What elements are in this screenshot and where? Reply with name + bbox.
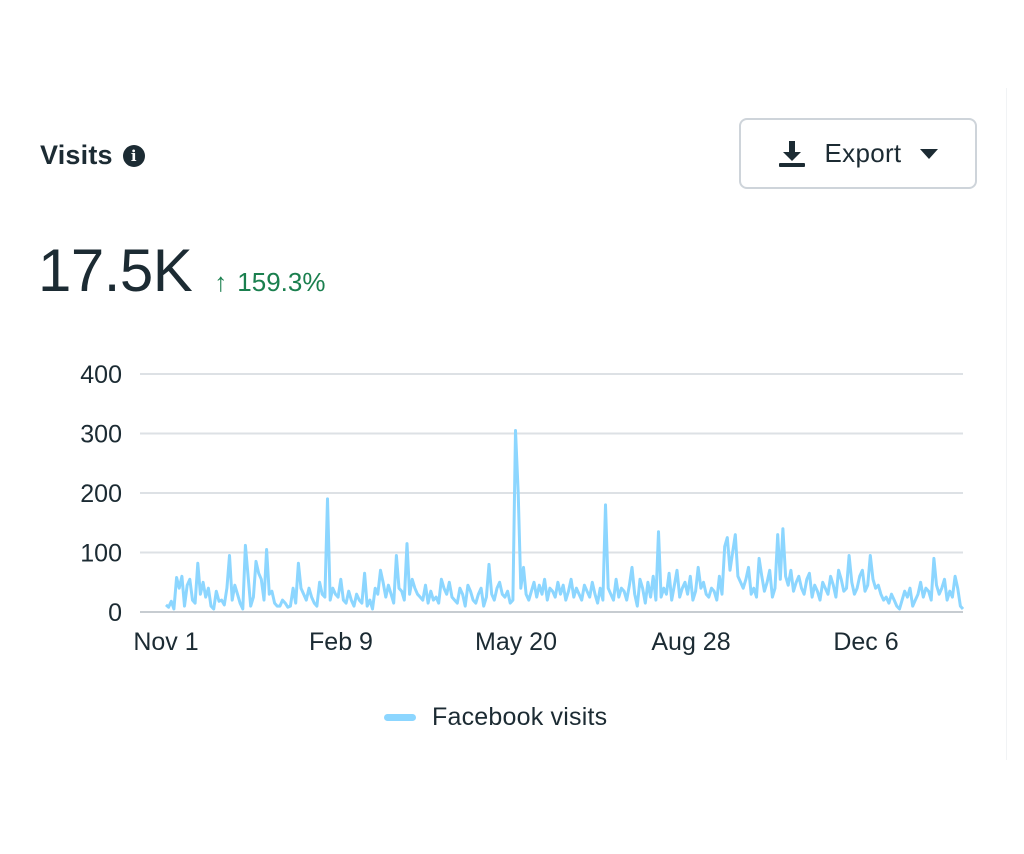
legend-swatch: [384, 714, 416, 721]
chart-legend: Facebook visits: [384, 703, 607, 732]
visits-card: [0, 88, 1007, 760]
y-tick-label: 100: [80, 540, 122, 568]
card-title: Visits: [40, 140, 113, 170]
card-header: Visits i: [40, 140, 145, 171]
series-line-facebook-visits: [165, 429, 965, 611]
x-tick-label: May 20: [475, 628, 557, 656]
x-tick-label: Feb 9: [309, 628, 373, 656]
caret-down-icon: [920, 148, 939, 159]
metric-row: 17.5K ↑ 159.3%: [38, 236, 325, 305]
arrow-up-icon: ↑: [214, 267, 228, 297]
legend-label: Facebook visits: [432, 703, 608, 731]
download-icon: [778, 140, 805, 167]
metric-value: 17.5K: [38, 237, 193, 304]
x-tick-label: Aug 28: [651, 628, 730, 656]
export-button[interactable]: Export: [739, 118, 977, 189]
y-tick-label: 0: [108, 599, 122, 627]
metric-change: ↑ 159.3%: [214, 267, 325, 298]
info-icon[interactable]: i: [122, 145, 145, 167]
y-tick-label: 300: [80, 421, 122, 449]
x-tick-label: Dec 6: [833, 628, 898, 656]
visits-line-chart: 0 100 200 300 400 Nov 1 Feb 9 May 20 Aug 28 Dec 6: [80, 361, 965, 656]
y-tick-label: 400: [80, 361, 122, 389]
export-label: Export: [824, 138, 902, 168]
x-tick-label: Nov 1: [133, 628, 198, 656]
y-tick-label: 200: [80, 480, 122, 508]
metric-change-value: 159.3%: [237, 267, 326, 297]
